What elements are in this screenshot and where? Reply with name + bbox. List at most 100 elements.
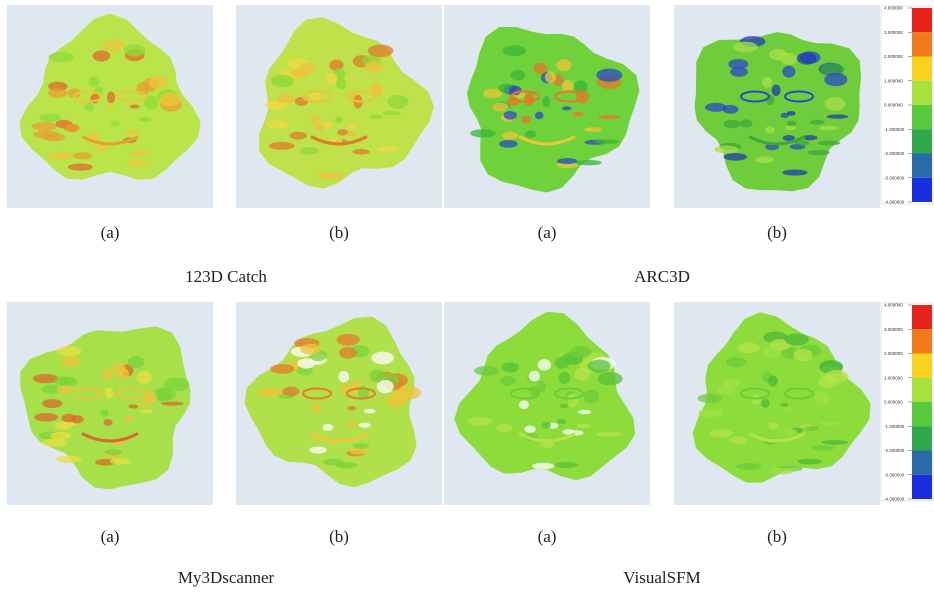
deviation-spot bbox=[780, 403, 788, 407]
colorbar-tick-label: 1.000000 bbox=[884, 78, 903, 83]
deviation-spot bbox=[500, 376, 516, 386]
panel-label: (b) bbox=[767, 527, 787, 546]
colorbar-segment bbox=[912, 451, 932, 475]
deviation-spot bbox=[510, 70, 525, 80]
colorbar-segment bbox=[912, 32, 932, 56]
deviation-spot bbox=[714, 146, 738, 154]
deviation-spot bbox=[299, 63, 316, 73]
deviation-spot bbox=[386, 393, 406, 407]
deviation-spot bbox=[369, 83, 383, 96]
group-label: My3Dscanner bbox=[178, 568, 275, 587]
deviation-spot bbox=[161, 402, 183, 406]
deviation-spot bbox=[525, 130, 537, 137]
deviation-spot bbox=[295, 97, 308, 106]
deviation-spot bbox=[338, 371, 349, 383]
deviation-spot bbox=[499, 140, 518, 148]
deviation-spot bbox=[733, 42, 758, 53]
deviation-spot bbox=[42, 439, 67, 447]
colorbar-tick-label: 4.000000 bbox=[884, 6, 903, 11]
colorbar-segment bbox=[912, 426, 932, 450]
colorbar-tick-label: -1.000000 bbox=[884, 127, 905, 132]
deviation-spot bbox=[140, 409, 153, 413]
deviation-spot bbox=[710, 429, 733, 437]
deviation-spot bbox=[265, 120, 288, 129]
colorbar-segment bbox=[912, 105, 932, 129]
deviation-spot bbox=[501, 362, 519, 372]
deviation-spot bbox=[519, 400, 529, 409]
deviation-spot bbox=[697, 394, 722, 403]
deviation-spot bbox=[377, 380, 394, 393]
deviation-spot bbox=[705, 103, 727, 112]
deviation-spot bbox=[824, 73, 847, 86]
deviation-spot bbox=[93, 145, 108, 152]
panel-label: (a) bbox=[538, 223, 557, 242]
deviation-spot bbox=[810, 120, 825, 125]
deviation-spot bbox=[353, 443, 369, 449]
deviation-spot bbox=[277, 94, 296, 103]
deviation-spot bbox=[785, 333, 810, 345]
deviation-spot bbox=[311, 92, 321, 102]
panel-label: (a) bbox=[538, 527, 557, 546]
deviation-spot bbox=[576, 160, 602, 165]
deviation-spot bbox=[729, 436, 747, 444]
deviation-spot bbox=[42, 399, 62, 408]
deviation-spot bbox=[574, 368, 590, 381]
deviation-spot bbox=[309, 446, 327, 453]
deviation-spot bbox=[584, 127, 602, 132]
deviation-spot bbox=[545, 71, 556, 83]
deviation-spot bbox=[129, 105, 139, 109]
colorbar-segment bbox=[912, 329, 932, 353]
deviation-spot bbox=[126, 129, 138, 134]
deviation-spot bbox=[524, 425, 535, 432]
deviation-spot bbox=[105, 449, 122, 455]
panel-label: (b) bbox=[329, 223, 349, 242]
deviation-spot bbox=[555, 357, 570, 369]
deviation-spot bbox=[269, 142, 295, 150]
deviation-spot bbox=[139, 117, 152, 122]
colorbar-tick-label: 2.000000 bbox=[884, 54, 903, 59]
deviation-spot bbox=[594, 139, 620, 144]
colorbar-tick-label: 3.000000 bbox=[884, 327, 903, 332]
deviation-spot bbox=[728, 59, 748, 69]
deviation-spot bbox=[359, 423, 371, 428]
deviation-spot bbox=[474, 366, 499, 376]
deviation-spot bbox=[556, 59, 571, 71]
deviation-spot bbox=[65, 124, 80, 132]
colorbar-segment bbox=[912, 81, 932, 105]
deviation-spot bbox=[723, 379, 740, 389]
deviation-spot bbox=[107, 92, 115, 104]
deviation-spot bbox=[782, 66, 795, 78]
deviation-spot bbox=[48, 52, 74, 62]
deviation-spot bbox=[336, 334, 359, 346]
deviation-spot bbox=[736, 463, 761, 470]
deviation-spot bbox=[492, 103, 508, 112]
colorbar-tick-label: 0.000000 bbox=[884, 103, 903, 108]
deviation-spot bbox=[160, 93, 182, 107]
group-label: VisualSFM bbox=[623, 568, 700, 587]
deviation-spot bbox=[782, 170, 807, 176]
deviation-spot bbox=[752, 395, 762, 404]
deviation-spot bbox=[336, 78, 346, 90]
colorbar-tick-label: 0.000000 bbox=[884, 400, 903, 405]
colorbar-tick-label: 2.000000 bbox=[884, 351, 903, 356]
deviation-spot bbox=[85, 103, 95, 112]
deviation-spot bbox=[126, 160, 148, 166]
deviation-spot bbox=[541, 422, 551, 429]
deviation-spot bbox=[382, 111, 400, 115]
colorbar-tick-label: -1.000000 bbox=[884, 424, 905, 429]
deviation-spot bbox=[814, 392, 829, 406]
deviation-spot bbox=[768, 423, 778, 430]
deviation-spot bbox=[102, 369, 113, 380]
deviation-spot bbox=[128, 356, 145, 368]
deviation-spot bbox=[89, 76, 100, 87]
deviation-spot bbox=[42, 133, 65, 141]
deviation-spot bbox=[350, 449, 368, 455]
deviation-spot bbox=[807, 150, 829, 155]
colorbar-tick-label: -4.000000 bbox=[884, 497, 905, 502]
deviation-spot bbox=[502, 132, 518, 140]
deviation-spot bbox=[164, 378, 190, 392]
deviation-spot bbox=[559, 404, 568, 408]
deviation-spot bbox=[352, 149, 369, 155]
deviation-spot bbox=[820, 421, 840, 426]
deviation-spot bbox=[470, 129, 496, 137]
